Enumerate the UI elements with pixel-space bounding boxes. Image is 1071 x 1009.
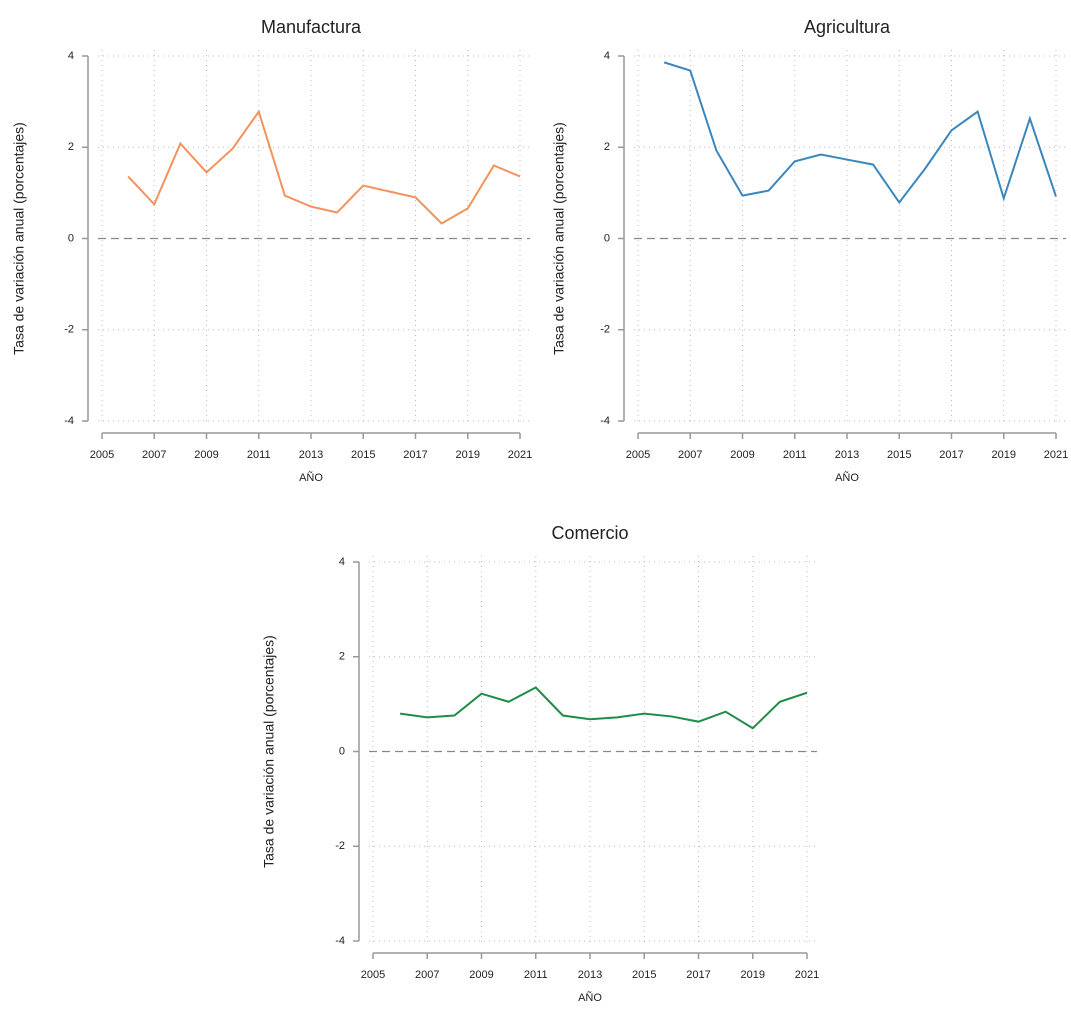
x-tick-label: 2005	[90, 449, 114, 461]
x-axis-title: AÑO	[299, 471, 323, 484]
x-tick-label: 2013	[835, 449, 859, 461]
y-tick-label: -4	[335, 935, 345, 947]
x-tick-label: 2005	[626, 449, 650, 461]
y-tick-label: 0	[68, 232, 74, 244]
x-tick-label: 2015	[887, 449, 911, 461]
y-tick-label: 0	[604, 232, 610, 244]
y-tick-label: -2	[64, 324, 74, 336]
y-tick-label: 2	[604, 141, 610, 153]
y-tick-label: -2	[335, 840, 345, 852]
y-tick-label: -2	[600, 324, 610, 336]
x-tick-label: 2019	[741, 969, 765, 981]
x-tick-label: 2011	[524, 969, 548, 981]
y-tick-label: -4	[600, 415, 610, 427]
y-tick-label: 4	[604, 50, 610, 62]
y-axis-title: Tasa de variación anual (porcentajes)	[551, 122, 567, 355]
y-tick-label: 4	[68, 50, 74, 62]
x-tick-label: 2009	[194, 449, 218, 461]
x-tick-label: 2017	[939, 449, 963, 461]
y-tick-label: -4	[64, 415, 74, 427]
x-tick-label: 2011	[247, 449, 271, 461]
x-tick-label: 2021	[795, 969, 819, 981]
x-tick-label: 2005	[361, 969, 385, 981]
x-axis-title: AÑO	[578, 991, 602, 1004]
x-tick-label: 2007	[142, 449, 166, 461]
x-tick-label: 2007	[415, 969, 439, 981]
y-axis-title: Tasa de variación anual (porcentajes)	[261, 635, 277, 868]
x-axis-title: AÑO	[835, 471, 859, 484]
x-tick-label: 2007	[678, 449, 702, 461]
chart-title: Comercio	[551, 523, 628, 543]
x-tick-label: 2011	[783, 449, 807, 461]
data-line	[127, 109, 521, 225]
x-tick-label: 2015	[632, 969, 656, 981]
x-tick-label: 2019	[456, 449, 480, 461]
x-tick-label: 2019	[992, 449, 1016, 461]
data-line	[399, 686, 808, 730]
data-line	[663, 61, 1057, 205]
x-tick-label: 2021	[1044, 449, 1068, 461]
x-tick-label: 2013	[578, 969, 602, 981]
y-tick-label: 2	[68, 141, 74, 153]
y-tick-label: 0	[339, 745, 345, 757]
x-tick-label: 2015	[351, 449, 375, 461]
x-tick-label: 2009	[469, 969, 493, 981]
y-axis-title: Tasa de variación anual (porcentajes)	[11, 122, 27, 355]
x-tick-label: 2017	[403, 449, 427, 461]
x-tick-label: 2017	[686, 969, 710, 981]
y-tick-label: 4	[339, 556, 345, 568]
x-tick-label: 2009	[730, 449, 754, 461]
x-tick-label: 2021	[508, 449, 532, 461]
chart-title: Agricultura	[804, 17, 891, 37]
y-tick-label: 2	[339, 651, 345, 663]
chart-title: Manufactura	[261, 17, 362, 37]
x-tick-label: 2013	[299, 449, 323, 461]
